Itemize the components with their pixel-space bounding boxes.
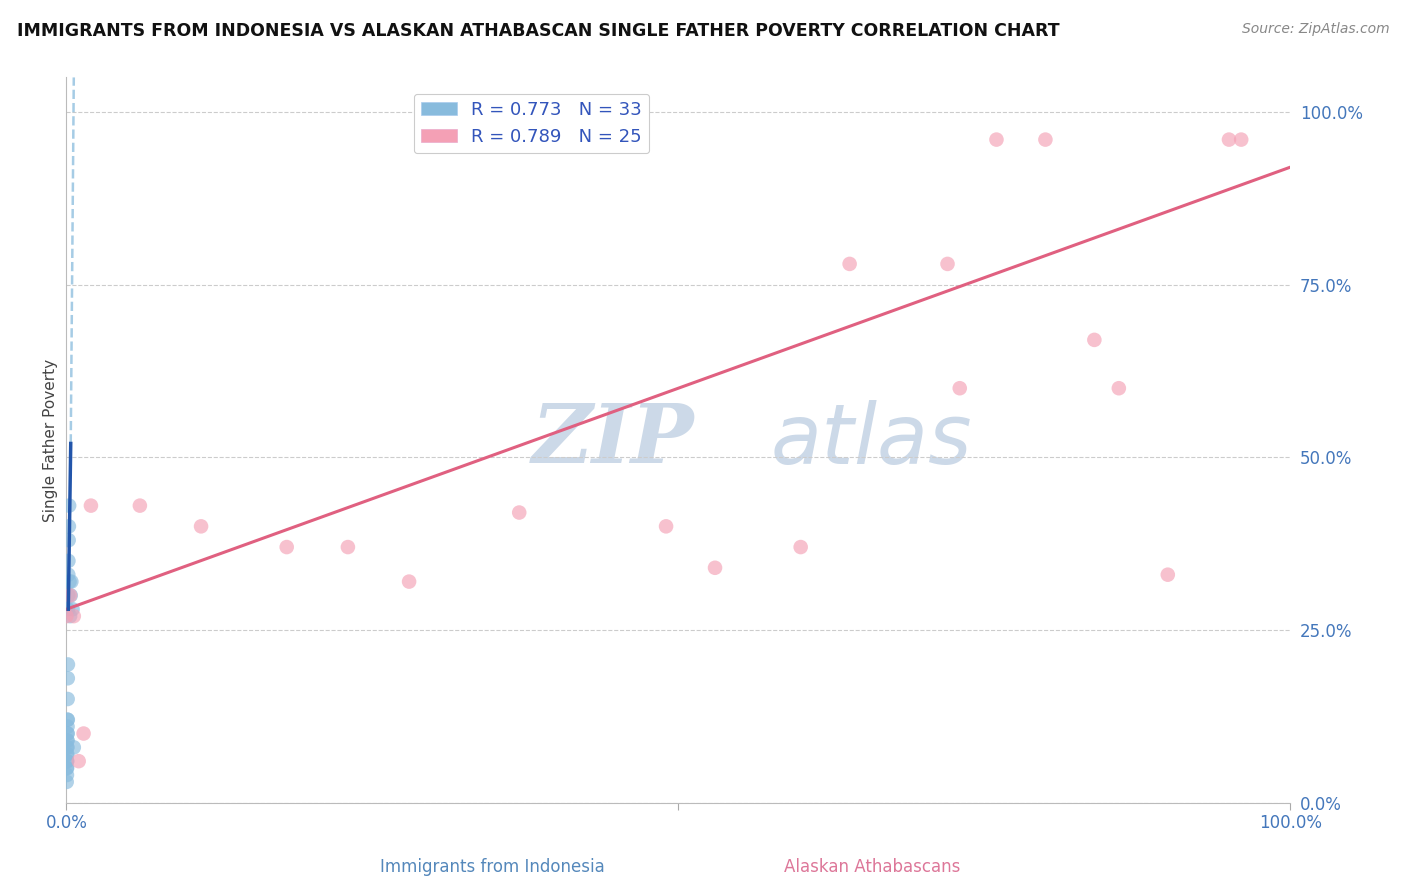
Point [56,713,79,727]
Point [58,533,80,548]
Point [60,574,83,589]
Point [838,257,860,271]
Point [655,519,678,533]
Point [1157,567,1180,582]
Point [58,499,80,513]
Point [1218,132,1240,146]
Point [190,519,212,533]
Point [58,567,80,582]
Point [58,554,80,568]
Point [67,754,90,768]
Point [59,588,82,602]
Point [1230,132,1253,146]
Point [56,733,79,747]
Point [789,540,811,554]
Point [56,713,79,727]
Point [936,257,959,271]
Point [58,574,80,589]
Point [398,574,420,589]
Text: IMMIGRANTS FROM INDONESIA VS ALASKAN ATHABASCAN SINGLE FATHER POVERTY CORRELATIO: IMMIGRANTS FROM INDONESIA VS ALASKAN ATH… [17,22,1060,40]
Text: Source: ZipAtlas.com: Source: ZipAtlas.com [1241,22,1389,37]
Point [56,747,79,762]
Point [80,499,103,513]
Point [128,499,150,513]
Point [56,726,79,740]
Point [56,671,79,685]
Point [56,692,79,706]
Point [59,609,82,624]
Point [949,381,972,395]
Point [56,720,79,734]
Point [276,540,298,554]
Point [56,761,79,775]
Point [56,588,79,602]
Point [62,602,84,616]
Point [56,740,79,755]
Text: atlas: atlas [770,400,972,481]
Point [55,609,77,624]
Point [56,733,79,747]
Point [56,768,79,782]
Point [62,740,84,755]
Point [56,747,79,762]
Point [56,754,79,768]
Point [56,761,79,775]
Point [56,726,79,740]
Text: Immigrants from Indonesia: Immigrants from Indonesia [380,858,605,876]
Point [986,132,1008,146]
Point [704,561,727,575]
Point [59,588,82,602]
Y-axis label: Single Father Poverty: Single Father Poverty [44,359,58,522]
Legend: R = 0.773   N = 33, R = 0.789   N = 25: R = 0.773 N = 33, R = 0.789 N = 25 [413,94,650,153]
Point [336,540,359,554]
Point [1083,333,1105,347]
Point [56,602,79,616]
Point [72,726,94,740]
Point [508,506,530,520]
Point [56,740,79,755]
Point [1108,381,1130,395]
Point [62,609,84,624]
Text: ZIP: ZIP [531,400,695,480]
Point [56,657,79,672]
Point [56,754,79,768]
Point [55,775,77,789]
Point [1035,132,1057,146]
Text: Alaskan Athabascans: Alaskan Athabascans [783,858,960,876]
Point [58,519,80,533]
